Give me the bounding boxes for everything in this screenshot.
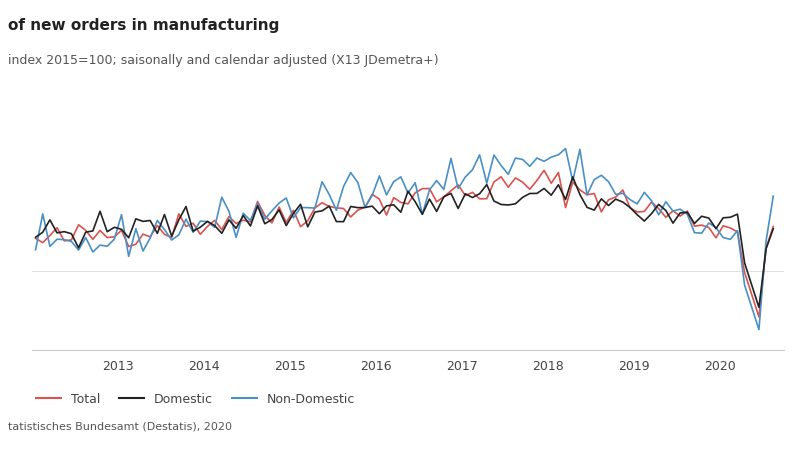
Text: index 2015=100; saisonally and calendar adjusted (X13 JDemetra+): index 2015=100; saisonally and calendar … [8, 54, 438, 67]
Legend: Total, Domestic, Non-Domestic: Total, Domestic, Non-Domestic [30, 387, 360, 410]
Text: of new orders in manufacturing: of new orders in manufacturing [8, 18, 279, 33]
Text: tatistisches Bundesamt (Destatis), 2020: tatistisches Bundesamt (Destatis), 2020 [8, 421, 232, 431]
